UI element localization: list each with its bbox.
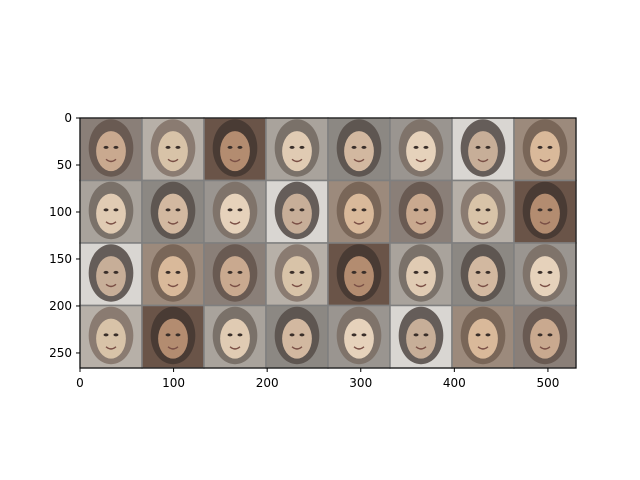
x-axis: 0 100 200 300 400 500	[76, 368, 559, 390]
face-tile	[79, 304, 143, 369]
face-tile	[513, 117, 577, 182]
axes-frame	[79, 117, 577, 369]
face-tile	[265, 304, 329, 369]
y-tick-label: 200	[49, 299, 72, 313]
face-tile	[389, 179, 453, 244]
x-tick-label: 300	[349, 376, 372, 390]
face-tile	[327, 242, 391, 307]
face-grid-image	[79, 117, 577, 369]
face-tile	[451, 117, 515, 182]
face-tile	[327, 179, 391, 244]
y-tick-label: 250	[49, 346, 72, 360]
x-tick-label: 0	[76, 376, 84, 390]
y-tick-label: 150	[49, 252, 72, 266]
x-tick-label: 500	[536, 376, 559, 390]
face-tile	[265, 179, 329, 244]
face-tile	[389, 117, 453, 182]
face-tile	[327, 117, 391, 182]
face-tile	[389, 304, 453, 369]
face-tile	[141, 179, 205, 244]
face-tile	[203, 242, 267, 307]
face-tile	[203, 179, 267, 244]
face-tile	[265, 242, 329, 307]
face-tile	[451, 304, 515, 369]
face-tile	[141, 304, 205, 369]
face-tile	[513, 242, 577, 307]
y-axis: 0 50 100 150 200 250	[49, 111, 80, 360]
face-tile	[79, 242, 143, 307]
x-tick-label: 200	[256, 376, 279, 390]
y-tick-label: 100	[49, 205, 72, 219]
y-tick-label: 50	[57, 158, 72, 172]
face-tile	[513, 179, 577, 244]
face-tile	[203, 304, 267, 369]
face-tile	[79, 179, 143, 244]
face-tile	[451, 179, 515, 244]
face-tile	[451, 242, 515, 307]
face-tile	[265, 117, 329, 182]
face-tile	[203, 117, 267, 182]
face-tile	[389, 242, 453, 307]
face-tile	[327, 304, 391, 369]
face-tile	[141, 242, 205, 307]
face-tile	[513, 304, 577, 369]
face-tile	[141, 117, 205, 182]
y-tick-label: 0	[64, 111, 72, 125]
face-tile	[79, 117, 143, 182]
x-tick-label: 100	[162, 376, 185, 390]
x-tick-label: 400	[443, 376, 466, 390]
